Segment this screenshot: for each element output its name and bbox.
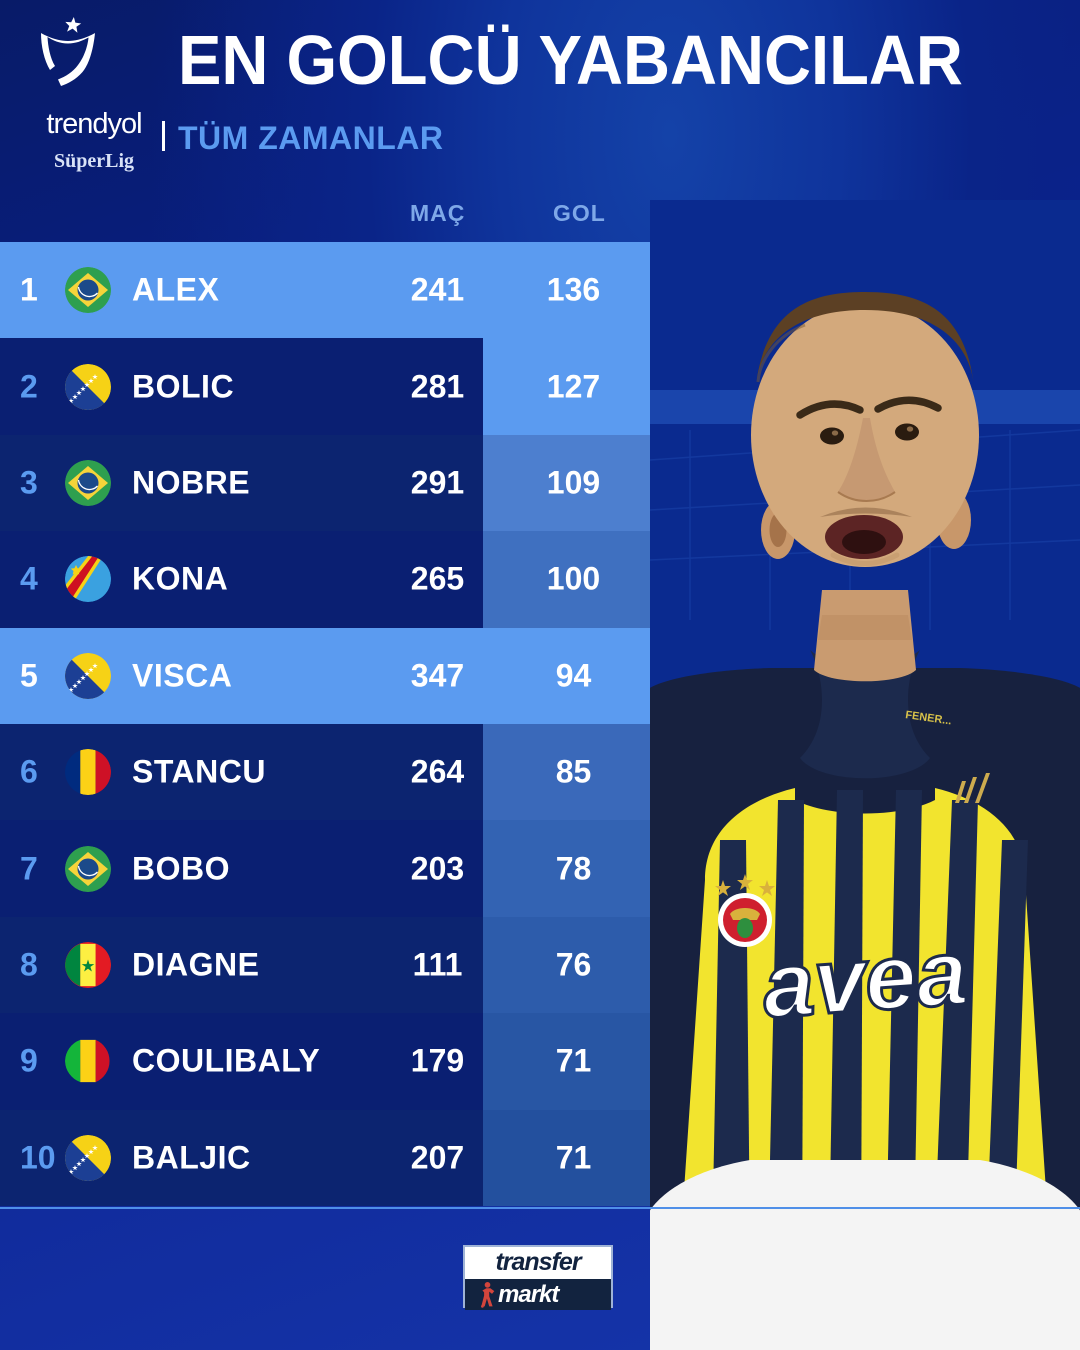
svg-text:avea: avea [759,921,970,1037]
